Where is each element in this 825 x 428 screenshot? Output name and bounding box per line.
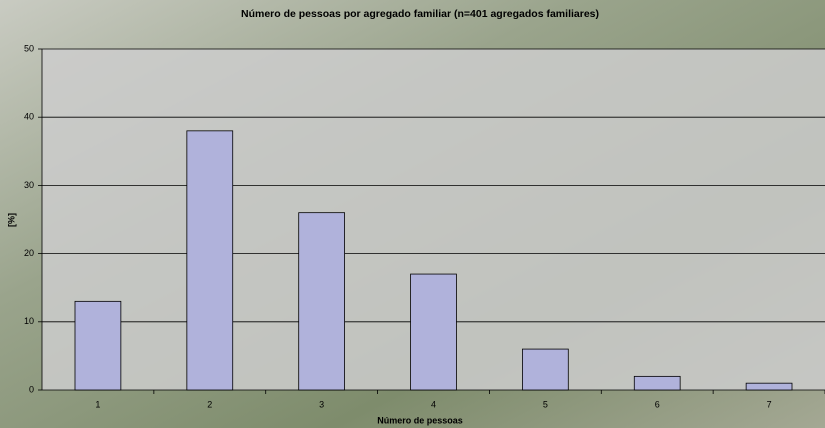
- bar: [186, 130, 234, 391]
- bar: [745, 382, 793, 391]
- bar: [74, 300, 122, 391]
- y-axis-title: [%]: [6, 213, 16, 227]
- y-tick-label: 0: [29, 384, 34, 394]
- bar: [633, 375, 681, 391]
- chart-title: Número de pessoas por agregado familiar …: [241, 8, 599, 20]
- x-tick-label: 6: [655, 399, 660, 409]
- x-tick-label: 5: [543, 399, 548, 409]
- y-tick-label: 40: [24, 112, 34, 122]
- x-tick-label: 2: [207, 399, 212, 409]
- y-tick-label: 50: [24, 43, 34, 53]
- y-tick-label: 20: [24, 248, 34, 258]
- x-tick-label: 4: [431, 399, 436, 409]
- x-tick-label: 7: [767, 399, 772, 409]
- bar: [410, 273, 457, 391]
- y-tick-label: 30: [24, 180, 34, 190]
- bar: [522, 348, 569, 391]
- bar: [298, 212, 345, 391]
- x-tick-label: 3: [319, 399, 324, 409]
- y-tick-label: 10: [24, 316, 34, 326]
- x-tick-label: 1: [95, 399, 100, 409]
- x-axis-title: Número de pessoas: [377, 415, 463, 425]
